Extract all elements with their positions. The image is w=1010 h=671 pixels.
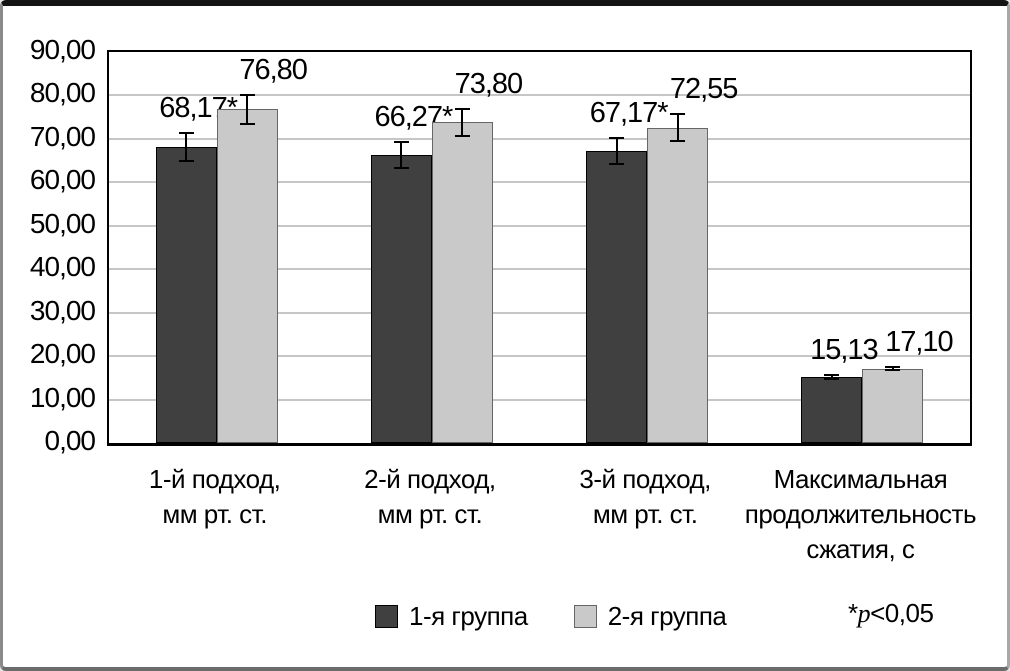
x-axis-category-line: мм рт. ст. <box>592 499 698 529</box>
error-bar-cap-bottom <box>885 369 901 372</box>
legend-swatch <box>573 605 597 628</box>
bar-1-я группа-group-3 <box>586 151 648 443</box>
bar-2-я группа-group-3 <box>647 127 709 443</box>
bar-2-я группа-group-2 <box>431 122 493 443</box>
y-axis-tick-label: 50,00 <box>29 207 96 239</box>
y-axis-tick-label: 10,00 <box>29 381 96 413</box>
gridline <box>109 224 970 227</box>
bar-2-я группа-group-1 <box>216 109 278 443</box>
error-bar-cap-bottom <box>178 160 194 163</box>
error-bar-cap-top <box>239 93 255 96</box>
bar-1-я группа-group-1 <box>155 146 217 443</box>
gridline <box>109 398 970 401</box>
y-axis-tick-label: 60,00 <box>29 164 96 196</box>
legend-label: 2-я группа <box>607 601 727 631</box>
error-bar-cap-top <box>178 131 194 134</box>
gridline <box>109 94 970 97</box>
x-axis-category-line: Максимальная <box>773 464 948 494</box>
error-bar-cap-bottom <box>454 135 470 138</box>
error-bar-line <box>891 366 894 372</box>
error-bar-line <box>676 113 679 143</box>
bar-1-я группа-group-2 <box>370 155 432 443</box>
error-bar-cap-top <box>393 140 409 143</box>
x-axis-category-line: 3-й подход, <box>579 464 711 494</box>
error-bar-cap-top <box>609 137 625 140</box>
footnote: *p<0,05 <box>848 598 934 629</box>
error-bar-cap-top <box>824 374 840 377</box>
error-bar-line <box>830 374 833 381</box>
gridline <box>109 268 970 271</box>
error-bar-cap-bottom <box>824 378 840 381</box>
error-bar-cap-bottom <box>393 167 409 170</box>
x-axis-category-label: Максимальная продолжительность сжатия, с <box>730 462 990 567</box>
footnote-asterisk: * <box>848 598 858 628</box>
legend-item: 1-я группа <box>375 601 528 632</box>
error-bar-cap-bottom <box>670 140 686 143</box>
error-bar-line <box>185 131 188 163</box>
value-label: 67,17* <box>589 97 669 130</box>
y-axis-tick-label: 90,00 <box>29 34 96 65</box>
x-axis-category-line: 2-й подход, <box>364 464 496 494</box>
x-axis-category-line: сжатия, с <box>806 534 915 564</box>
gridline <box>109 311 970 314</box>
value-label: 15,13 <box>810 334 879 367</box>
error-bar-line <box>246 93 249 125</box>
footnote-threshold: <0,05 <box>870 598 934 628</box>
error-bar-cap-top <box>885 366 901 369</box>
error-bar-cap-top <box>670 113 686 116</box>
gridline <box>109 137 970 140</box>
y-axis-tick-label: 80,00 <box>29 77 96 109</box>
x-axis-category-line: мм рт. ст. <box>377 499 483 529</box>
y-axis-tick-label: 70,00 <box>29 120 96 152</box>
bar-2-я группа-group-4 <box>862 368 924 443</box>
gridline <box>109 181 970 184</box>
y-axis-tick-label: 40,00 <box>29 251 96 283</box>
error-bar-cap-top <box>454 107 470 110</box>
value-label: 72,55 <box>669 73 739 106</box>
error-bar-line <box>615 137 618 166</box>
legend-swatch <box>375 605 398 628</box>
y-axis-tick-label: 20,00 <box>29 338 96 370</box>
legend: 1-я группа 2-я группа <box>375 601 727 632</box>
y-axis-tick-label: 0,00 <box>44 425 97 456</box>
legend-item: 2-я группа <box>573 601 727 632</box>
error-bar-line <box>400 140 403 170</box>
x-axis-category-line: мм рт. ст. <box>162 499 267 529</box>
value-label: 17,10 <box>885 326 954 359</box>
x-axis-category-label: 3-й подход, мм рт. ст. <box>515 462 775 532</box>
error-bar-line <box>461 107 464 138</box>
gridline <box>109 355 970 358</box>
x-axis-category-line: продолжительность <box>744 499 977 529</box>
error-bar-cap-bottom <box>609 163 625 166</box>
bar-1-я группа-group-4 <box>801 377 863 443</box>
y-axis-tick-label: 30,00 <box>29 294 96 326</box>
legend-label: 1-я группа <box>409 601 528 631</box>
plot-area: 68,17* 66,27* 67,17* 15,13 76,80 73,80 72,55 17… <box>107 50 972 446</box>
value-label: 73,80 <box>454 67 524 100</box>
error-bar-cap-bottom <box>239 122 255 125</box>
x-axis-category-label: 2-й подход, мм рт. ст. <box>300 462 560 532</box>
footnote-p-symbol: p <box>857 599 871 628</box>
x-axis-category-label: 1-й подход, мм рт. ст. <box>85 462 345 532</box>
value-label: 76,80 <box>239 53 308 86</box>
x-axis-category-line: 1-й подход, <box>148 464 281 494</box>
